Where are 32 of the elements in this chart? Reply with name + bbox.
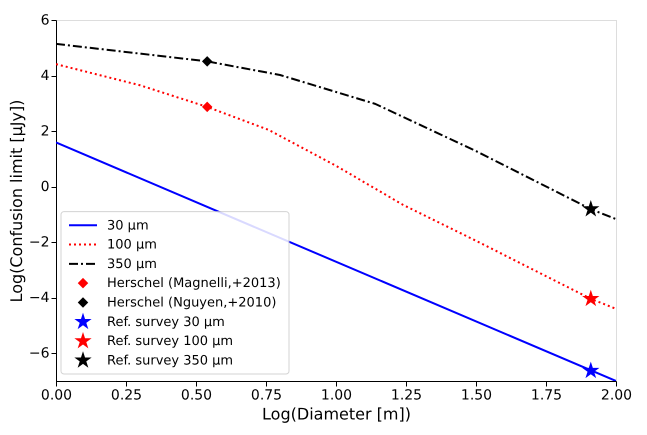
legend-label: Ref. survey 350 μm [107, 353, 234, 368]
x-tick-label: 1.75 [530, 388, 562, 404]
legend-label: Herschel (Nguyen,+2010) [107, 295, 276, 310]
x-tick-label: 0.25 [110, 388, 142, 404]
x-tick-label: 0.50 [180, 388, 212, 404]
x-tick-label: 1.00 [320, 388, 352, 404]
x-axis-title: Log(Diameter [m]) [262, 404, 411, 424]
x-tick-label: 2.00 [600, 388, 632, 404]
y-tick-label: 6 [40, 12, 50, 28]
legend-label: Ref. survey 30 μm [107, 314, 225, 330]
point [202, 56, 212, 67]
point [582, 362, 600, 378]
y-tick-label: 2 [40, 124, 50, 140]
y-tick-label: −6 [28, 346, 50, 362]
y-tick-label: 0 [40, 179, 50, 196]
y-tick-label: 4 [40, 68, 50, 84]
x-tick-label: 0.75 [250, 388, 282, 404]
y-tick-label: −4 [28, 290, 50, 306]
x-tick-label: 1.50 [460, 388, 492, 404]
legend-label: Ref. survey 100 μm [107, 334, 234, 350]
line-series [56, 63, 616, 310]
y-axis-title: Log(Confusion limit [μJy]) [6, 100, 26, 302]
legend-label: 100 μm [107, 238, 157, 253]
y-tick-label: −2 [28, 234, 50, 251]
point [202, 102, 212, 112]
x-tick-label: 0.00 [40, 388, 72, 404]
legend-label: 350 μm [107, 256, 157, 272]
point [582, 200, 600, 216]
legend-label: 30 μm [107, 218, 149, 234]
x-tick-label: 1.25 [390, 388, 422, 404]
point [582, 290, 600, 306]
legend-label: Herschel (Magnelli,+2013) [107, 276, 281, 292]
